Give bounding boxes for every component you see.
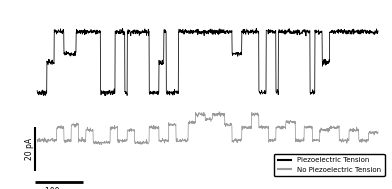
Text: 100 ms: 100 ms [45, 187, 73, 189]
Legend: Piezoelectric Tension, No Piezoelectric Tension: Piezoelectric Tension, No Piezoelectric … [274, 154, 385, 176]
Text: 20 pA: 20 pA [25, 138, 34, 160]
